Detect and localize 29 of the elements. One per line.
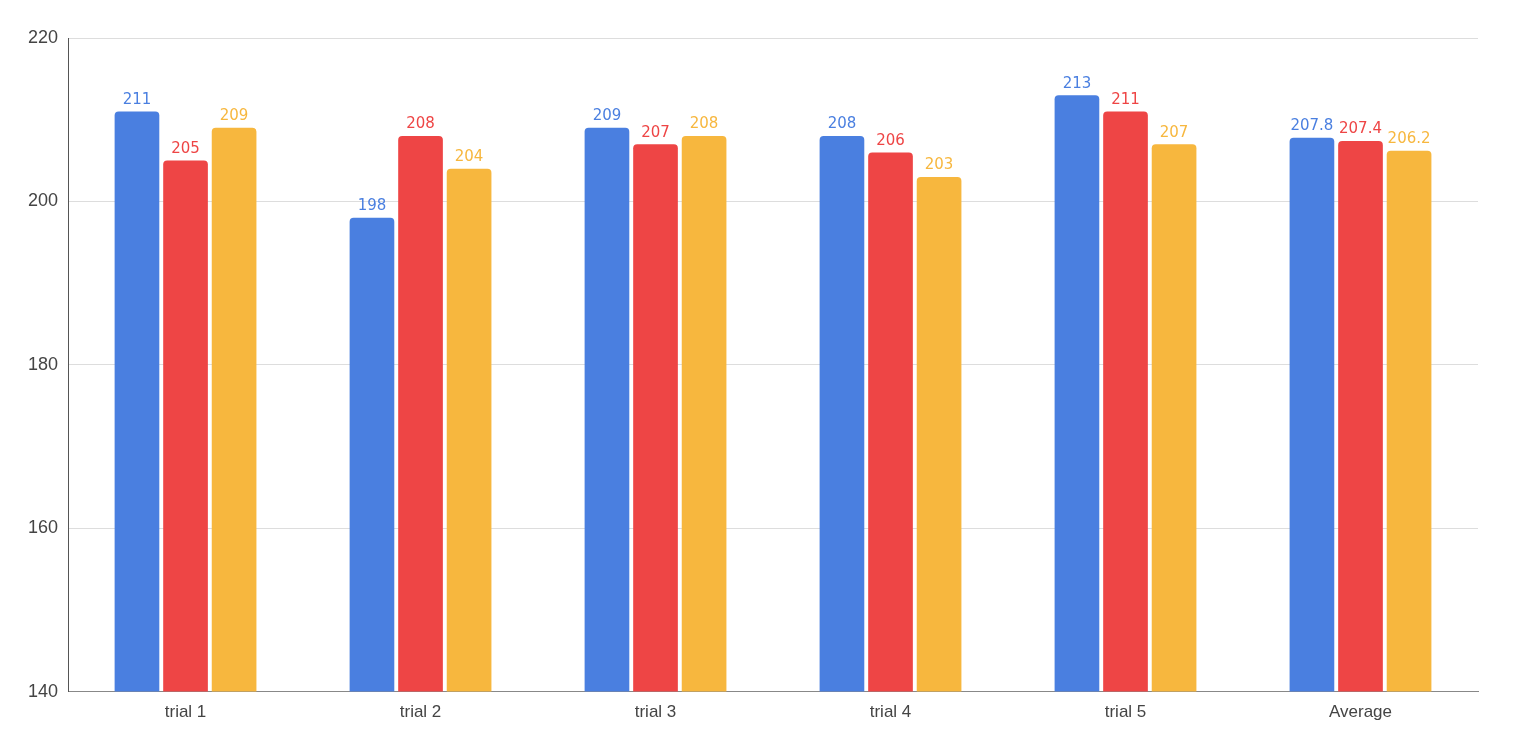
x-tick-label: trial 4 (869, 702, 912, 722)
data-label: 205 (171, 138, 200, 157)
y-tick-label: 200 (27, 190, 59, 211)
data-label: 203 (924, 155, 954, 174)
data-label: 213 (1062, 73, 1092, 92)
data-label: 208 (689, 114, 719, 133)
x-tick-label: trial 1 (164, 702, 207, 722)
data-label: 211 (122, 89, 152, 108)
y-tick-label: 180 (27, 353, 59, 374)
y-tick-label: 160 (27, 517, 59, 538)
data-label: 207 (1159, 122, 1189, 141)
y-tick-label: 220 (27, 26, 59, 47)
data-label: 208 (827, 114, 857, 133)
data-label: 207.8 (1290, 116, 1334, 135)
data-label: 207.4 (1339, 119, 1382, 138)
data-label: 204 (454, 147, 484, 166)
data-label: 207 (641, 122, 670, 141)
data-label: 211 (1111, 89, 1140, 108)
data-label: 206.2 (1387, 129, 1431, 148)
x-tick-label: trial 5 (1104, 702, 1147, 722)
x-tick-label: Average (1328, 702, 1393, 722)
data-label: 209 (592, 106, 622, 125)
data-label: 208 (406, 114, 435, 133)
y-tick-label: 140 (27, 680, 59, 701)
data-label: 206 (876, 130, 905, 149)
data-label: 209 (219, 106, 249, 125)
data-label: 198 (357, 196, 387, 215)
x-tick-label: trial 2 (399, 702, 442, 722)
x-tick-label: trial 3 (634, 702, 677, 722)
